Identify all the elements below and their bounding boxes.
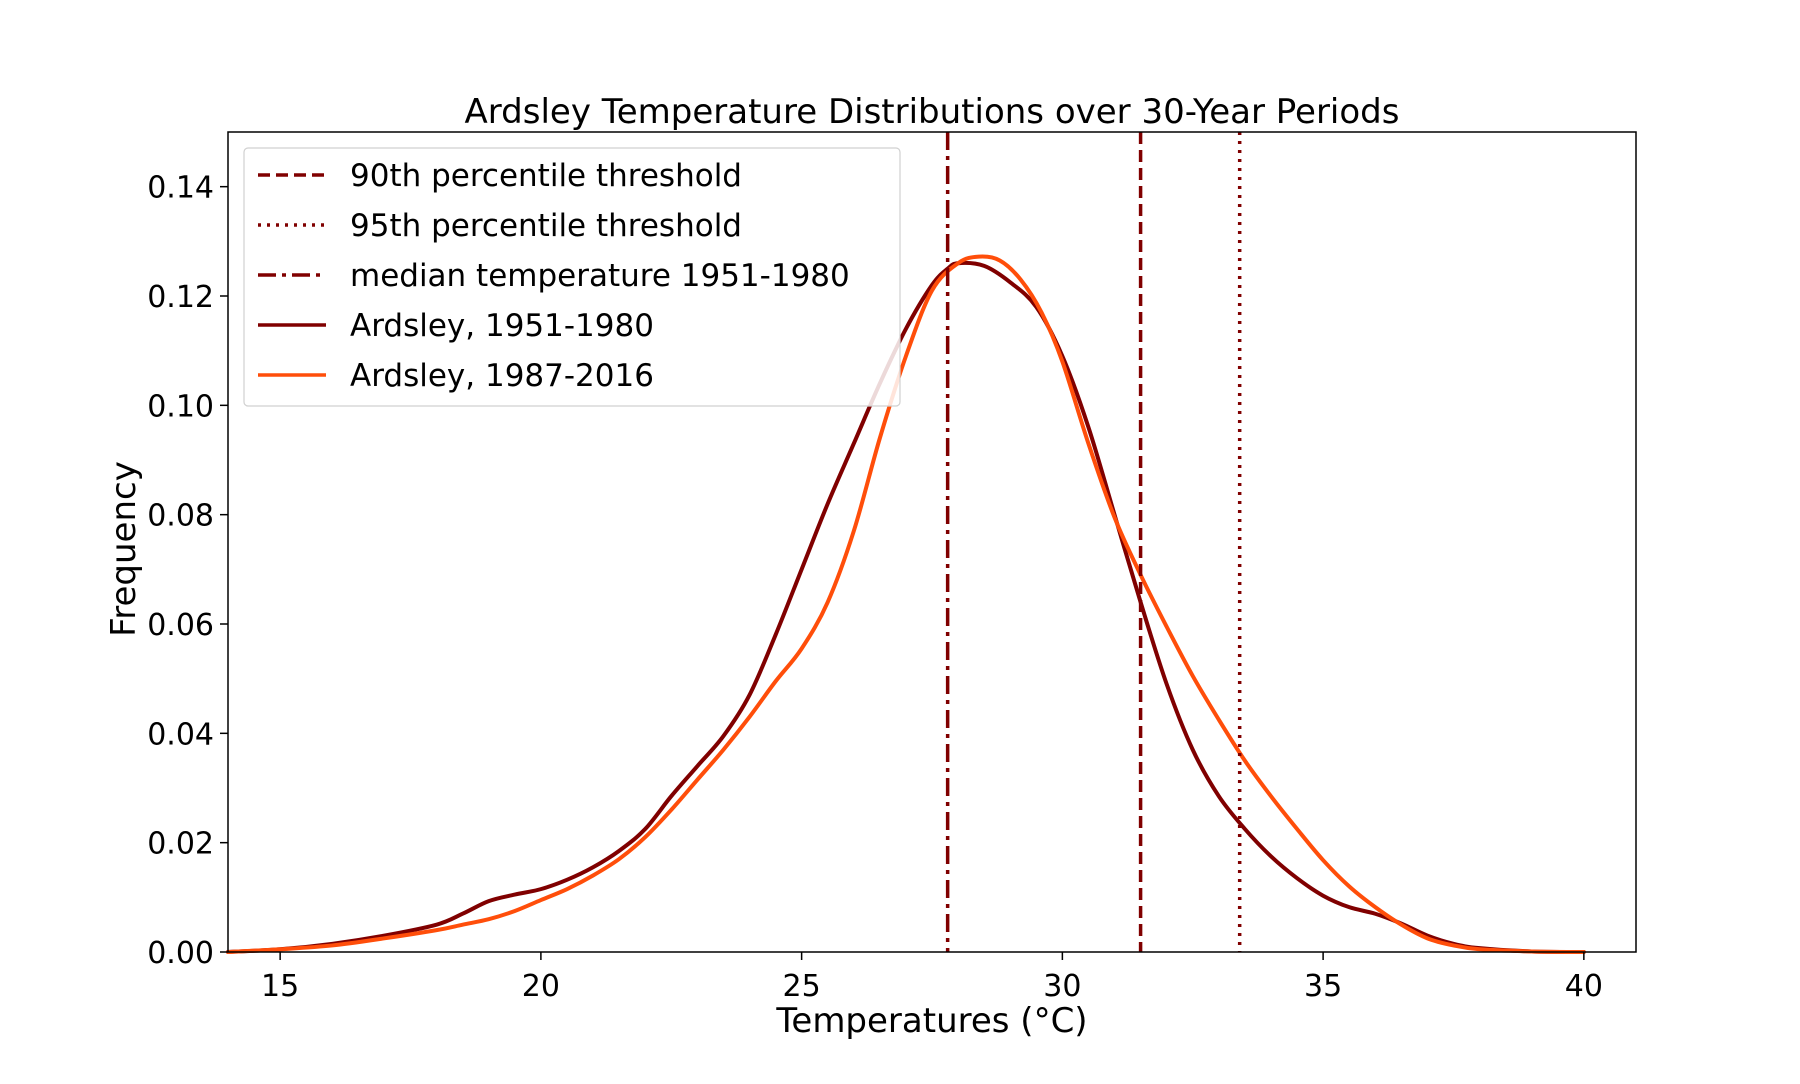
y-tick-label: 0.04 (147, 717, 214, 752)
y-tick-label: 0.00 (147, 936, 214, 971)
x-tick-label: 25 (783, 969, 821, 1004)
plot-area (226, 132, 1586, 954)
legend-label: Ardsley, 1987-2016 (350, 358, 654, 394)
series-line-1 (226, 260, 1586, 954)
x-tick-label: 30 (1043, 969, 1081, 1004)
x-axis-label: Temperatures (°C) (775, 1001, 1087, 1041)
chart-title: Ardsley Temperature Distributions over 3… (465, 92, 1400, 132)
y-tick-label: 0.12 (147, 280, 214, 315)
axis-ticks: 15 20 25 30 35 40 0.00 0.02 0.04 0.06 0.08 0.10 0.12… (147, 171, 1603, 1004)
legend: 90th percentile threshold 95th percentile… (243, 147, 901, 407)
y-tick-label: 0.14 (147, 171, 214, 206)
y-tick-label: 0.06 (147, 608, 214, 643)
legend-box (243, 147, 901, 407)
x-tick-label: 40 (1565, 969, 1603, 1004)
legend-label: 95th percentile threshold (350, 208, 742, 244)
y-tick-label: 0.10 (147, 389, 214, 424)
y-tick-label: 0.08 (147, 499, 214, 534)
x-tick-label: 20 (522, 969, 560, 1004)
y-axis-label: Frequency (104, 461, 144, 637)
legend-label: 90th percentile threshold (350, 158, 742, 194)
y-tick-label: 0.02 (147, 827, 214, 862)
legend-label: median temperature 1951-1980 (350, 258, 850, 294)
x-tick-label: 35 (1304, 969, 1342, 1004)
x-tick-label: 15 (261, 969, 299, 1004)
legend-label: Ardsley, 1951-1980 (350, 308, 654, 344)
plot-frame (227, 131, 1637, 953)
series-line-2 (226, 254, 1586, 954)
